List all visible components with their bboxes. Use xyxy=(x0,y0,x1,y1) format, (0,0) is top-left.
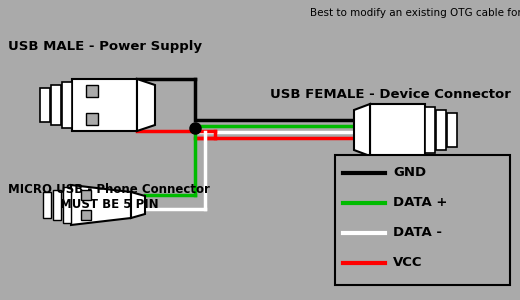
Bar xyxy=(81,210,91,220)
Polygon shape xyxy=(354,104,370,156)
Text: DATA -: DATA - xyxy=(393,226,442,239)
Bar xyxy=(63,188,71,223)
Text: VCC: VCC xyxy=(393,256,422,269)
Text: GND: GND xyxy=(393,167,426,179)
Bar xyxy=(81,190,91,200)
Bar xyxy=(447,113,457,147)
Bar xyxy=(86,113,98,125)
Bar xyxy=(62,82,72,128)
Bar xyxy=(53,190,61,220)
Bar xyxy=(72,79,137,131)
Polygon shape xyxy=(131,192,145,218)
Bar xyxy=(43,192,51,218)
Text: DATA +: DATA + xyxy=(393,196,447,209)
Text: Best to modify an existing OTG cable for this: Best to modify an existing OTG cable for… xyxy=(310,8,520,18)
Text: USB FEMALE - Device Connector: USB FEMALE - Device Connector xyxy=(270,88,511,101)
Bar xyxy=(335,155,510,285)
Text: USB MALE - Power Supply: USB MALE - Power Supply xyxy=(8,40,202,53)
Polygon shape xyxy=(137,79,155,131)
Text: MICRO USB - Phone Connector
MUST BE 5 PIN: MICRO USB - Phone Connector MUST BE 5 PI… xyxy=(8,183,210,211)
Polygon shape xyxy=(71,185,131,225)
Bar xyxy=(370,104,425,156)
Bar xyxy=(425,107,435,153)
Bar xyxy=(40,88,50,122)
Bar xyxy=(86,85,98,97)
Bar xyxy=(436,110,446,150)
Bar xyxy=(51,85,61,125)
